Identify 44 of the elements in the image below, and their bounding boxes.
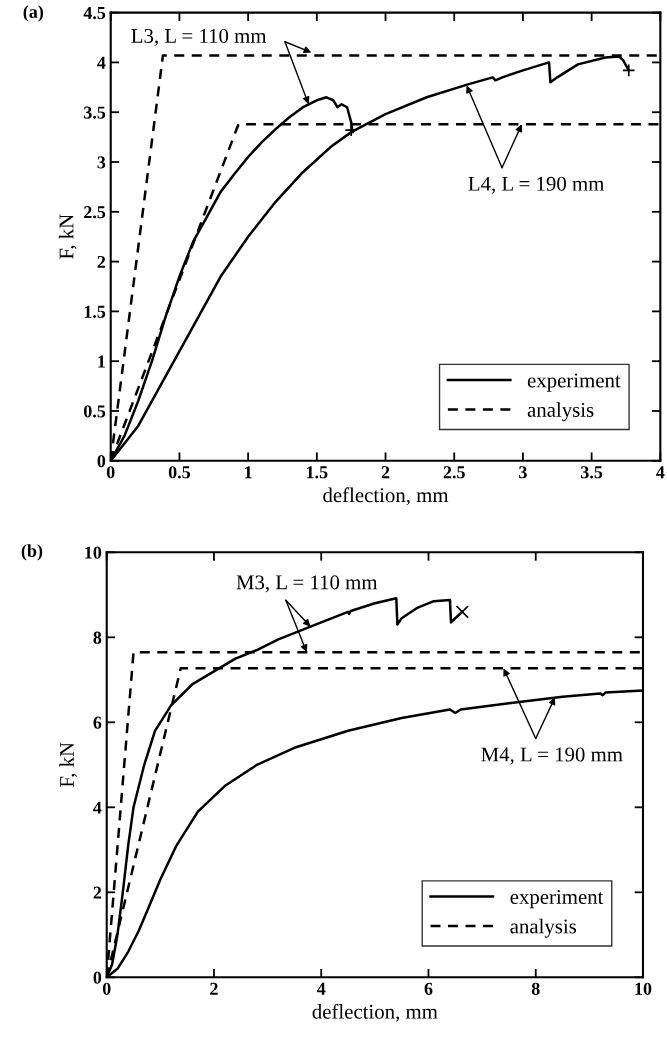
- x-tick-label: 3: [519, 466, 527, 479]
- x-tick-label: 4: [656, 466, 665, 479]
- x-tick-label: 8: [531, 982, 540, 995]
- annotation: L4, L = 190 mm: [468, 176, 605, 194]
- y-tick-label: 0: [97, 455, 106, 468]
- x-axis-title: deflection, mm: [312, 1003, 438, 1022]
- y-tick-label: 0.5: [83, 405, 106, 418]
- chart-title: (a): [23, 5, 44, 22]
- x-tick-label: 1.5: [306, 466, 328, 479]
- legend-label: analysis: [510, 918, 577, 938]
- x-tick-label: 0.5: [168, 466, 191, 479]
- y-tick-label: 4: [97, 56, 106, 69]
- legend-label: analysis: [527, 402, 594, 422]
- y-tick-label: 2: [93, 886, 102, 899]
- x-axis-title: deflection, mm: [323, 487, 449, 506]
- y-tick-label: 0: [93, 971, 102, 984]
- x-tick-label: 2: [210, 982, 218, 995]
- annotation: M4, L = 190 mm: [481, 747, 623, 765]
- annotation: M3, L = 110 mm: [236, 575, 378, 593]
- legend-label: experiment: [527, 373, 621, 392]
- x-tick-label: 2.5: [443, 466, 465, 479]
- x-tick-label: 6: [424, 982, 433, 995]
- x-tick-label: 4: [316, 982, 326, 995]
- y-tick-label: 1: [98, 355, 105, 368]
- annotation: L3, L = 110 mm: [131, 28, 267, 46]
- y-tick-label: 10: [85, 546, 102, 559]
- x-tick-label: 3.5: [581, 466, 603, 479]
- y-tick-label: 2.5: [84, 206, 106, 219]
- y-tick-label: 4.5: [83, 7, 106, 20]
- x-tick-label: 10: [635, 982, 652, 995]
- x-tick-label: 1: [245, 466, 252, 479]
- y-axis-title: F, kN: [59, 742, 78, 788]
- y-tick-label: 2: [97, 255, 106, 268]
- y-tick-label: 8: [93, 631, 102, 644]
- x-tick-label: 2: [381, 466, 390, 479]
- y-tick-label: 1.5: [84, 305, 106, 318]
- y-tick-label: 3: [97, 156, 106, 169]
- x-tick-label: 0: [106, 466, 115, 479]
- y-tick-label: 3.5: [83, 106, 106, 119]
- y-axis-title: F, kN: [58, 214, 77, 259]
- y-tick-label: 6: [93, 716, 102, 729]
- legend-label: experiment: [510, 890, 604, 909]
- chart-title: (b): [21, 544, 43, 561]
- y-tick-label: 4: [93, 801, 102, 814]
